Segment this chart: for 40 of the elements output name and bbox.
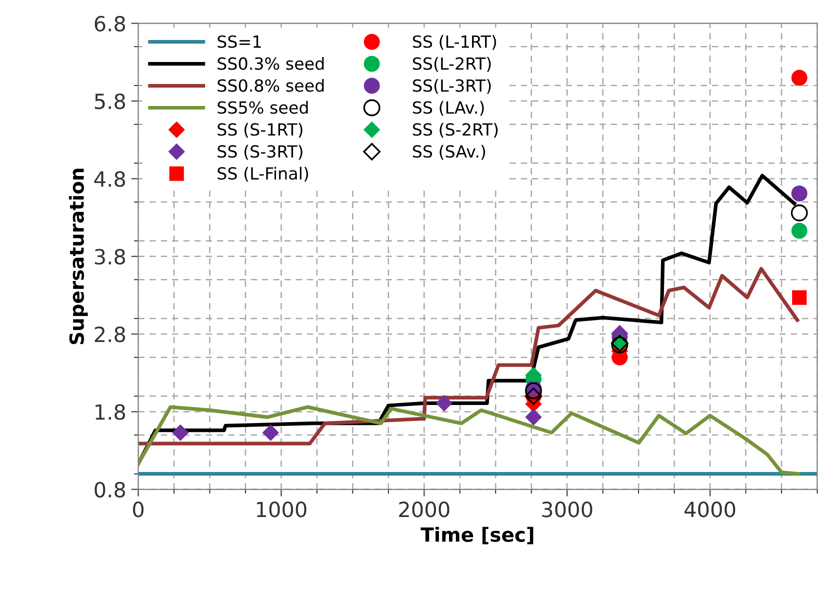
x-axis-title: Time [sec] [420,526,534,544]
point [525,408,542,426]
y-tick-label: 6.8 [94,16,126,32]
x-tick-label: 3000 [542,502,592,518]
legend-label: SS0.8% seed [218,78,324,92]
legend-label: SS=1 [218,35,261,48]
x-tick-label: 4000 [684,502,736,518]
legend-label: SS (SAv.) [412,144,486,160]
point [525,382,542,400]
x-tick-label: 0 [133,502,144,518]
legend-label: SS (S-2RT) [412,122,498,138]
y-tick-label: 0.8 [94,482,126,498]
x-tick-label: 2000 [399,502,450,518]
line-series [138,405,800,476]
legend-label: SS (S-1RT) [218,122,302,138]
point [262,424,279,441]
legend-label: SS (S-3RT) [218,144,302,160]
y-tick-label: 2.8 [94,326,126,342]
line-series [138,266,800,446]
point [791,185,808,202]
point [790,204,808,222]
point [792,290,807,305]
y-tick-label: 5.8 [94,93,126,110]
legend-label: SS (LAv.) [412,100,484,116]
point [791,70,808,86]
y-tick-label: 1.8 [96,404,126,420]
point [791,222,808,239]
point [436,394,452,412]
legend-label: SS (L-Final) [218,166,308,182]
y-tick-label: 3.8 [94,248,126,265]
legend-label: SS0.3% seed [218,56,324,70]
y-axis-title: Supersaturation [68,168,88,344]
legend-label: SS (L-1RT) [412,35,496,50]
legend-label: SS5% seed [218,100,308,114]
x-tick-label: 1000 [256,502,306,518]
legend-label: SS(L-3RT) [412,78,491,94]
point [172,424,189,441]
y-tick-label: 4.8 [94,171,126,187]
point [525,367,542,384]
legend-label: SS(L-2RT) [412,57,491,72]
